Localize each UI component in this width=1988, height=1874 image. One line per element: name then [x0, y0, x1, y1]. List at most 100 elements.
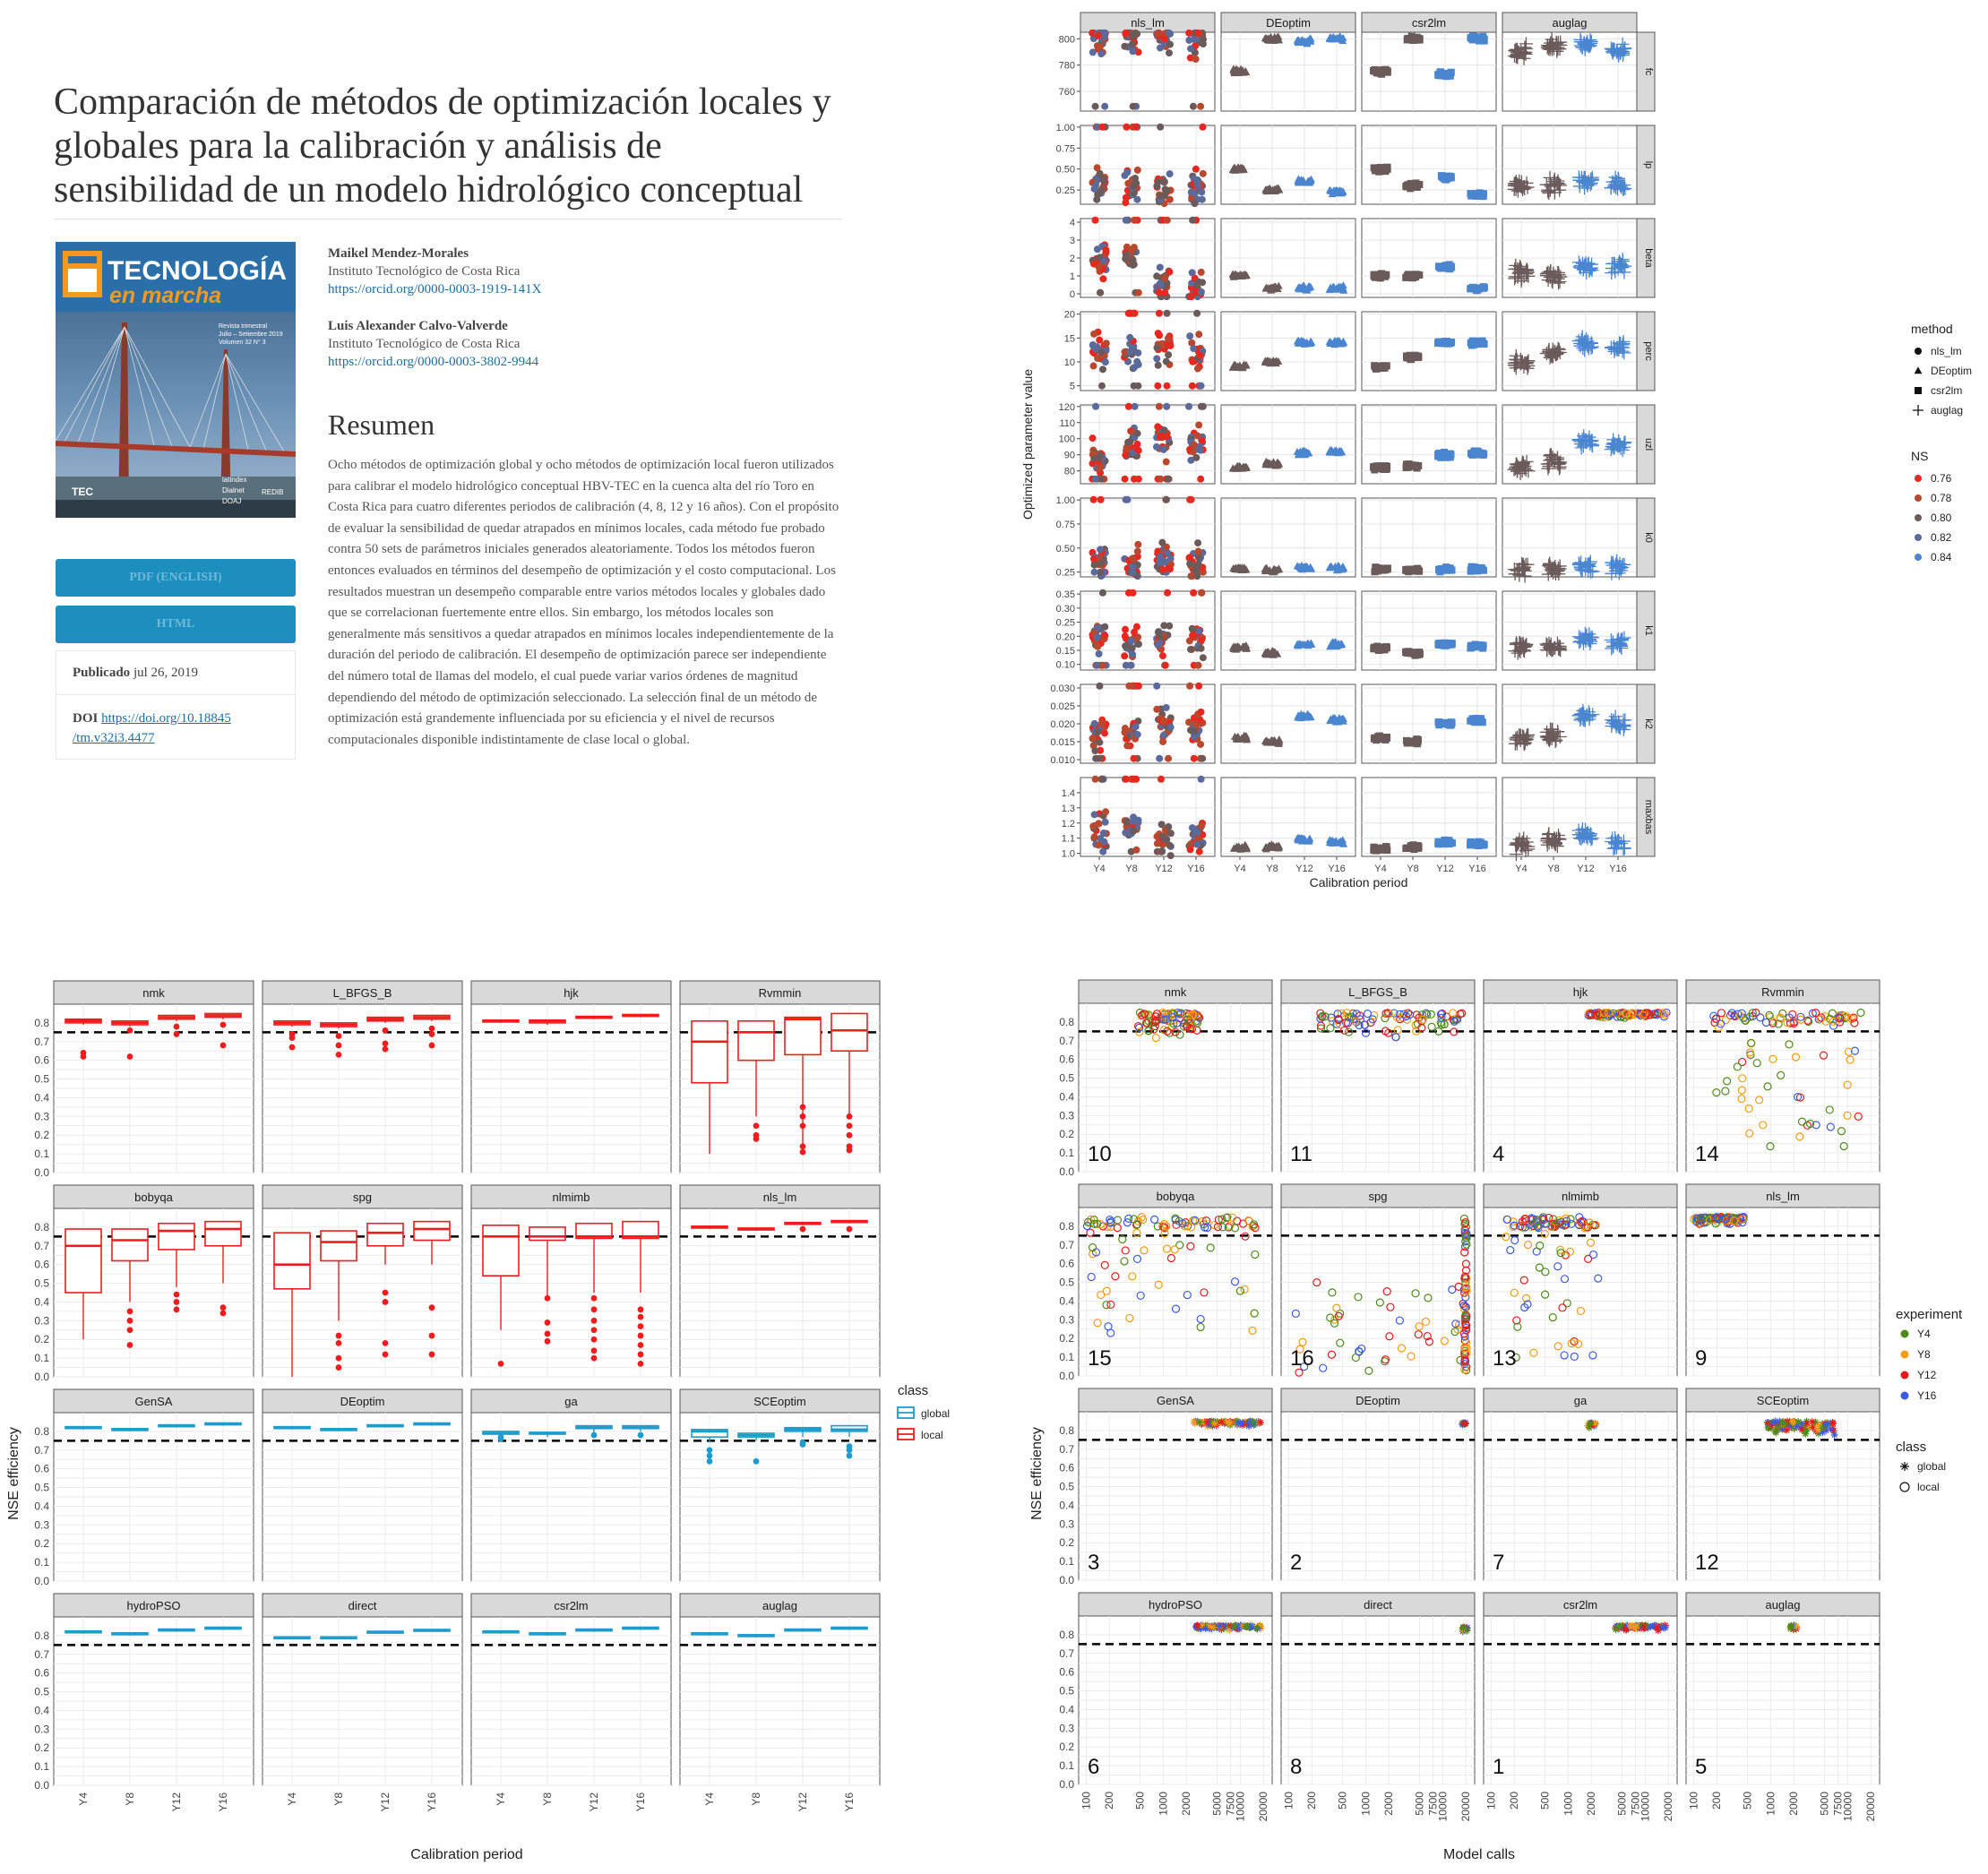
- data-point: [1196, 446, 1204, 454]
- data-point: [1272, 184, 1281, 192]
- panel-fc-csr2lm: [1361, 31, 1497, 112]
- doi-link[interactable]: https://doi.org/10.18845/tm.v32i3.4477: [73, 711, 231, 745]
- y-tick-label: 0.10: [1056, 660, 1075, 671]
- data-point: [1168, 1010, 1177, 1019]
- panel-strip: [53, 1593, 254, 1618]
- y-tick-label: 800: [1059, 34, 1075, 45]
- y-tick-label: 90: [1064, 451, 1075, 461]
- data-point: [1122, 625, 1130, 633]
- data-point: [1438, 72, 1446, 80]
- data-point: [1195, 627, 1203, 635]
- x-axis-title: Calibration period: [1310, 875, 1408, 890]
- data-point: [1097, 186, 1106, 194]
- column-csr2lm-strip-label: csr2lm: [1412, 16, 1446, 30]
- y-tick-label: 0.4: [34, 1295, 49, 1308]
- data-point: [1194, 278, 1202, 286]
- outlier: [846, 1143, 853, 1150]
- x-tick-label: Y12: [796, 1792, 809, 1812]
- data-point: [1618, 435, 1632, 450]
- data-point: [1156, 279, 1164, 288]
- outlier: [428, 1304, 435, 1311]
- data-point: [1163, 216, 1171, 224]
- html-button[interactable]: HTML: [56, 606, 296, 643]
- data-point: [1273, 649, 1282, 658]
- data-point: [1448, 339, 1456, 347]
- pdf-english-button[interactable]: PDF (ENGLISH): [56, 559, 296, 597]
- data-point: [1477, 716, 1485, 724]
- outlier: [637, 1306, 644, 1313]
- data-point: [1228, 464, 1237, 472]
- data-point: [1382, 362, 1390, 370]
- panel-beta-csr2lm: [1361, 218, 1497, 298]
- panel-strip: [262, 1388, 463, 1414]
- y-tick-label: 1.2: [1062, 819, 1075, 830]
- panel-strip-label: bobyqa: [134, 1191, 173, 1204]
- data-point: [1190, 754, 1198, 762]
- data-point: [1442, 339, 1450, 347]
- data-point: [1230, 844, 1239, 852]
- data-point: [1192, 453, 1201, 461]
- data-point: [1133, 429, 1141, 437]
- panel-strip-label: nls_lm: [763, 1191, 797, 1204]
- data-point: [1089, 495, 1097, 503]
- data-point: [1161, 558, 1169, 566]
- data-point: [1158, 652, 1166, 660]
- data-point: [1377, 735, 1385, 744]
- panel-strip-label: nmk: [1165, 985, 1187, 999]
- y-tick-label: 0.50: [1056, 165, 1075, 176]
- data-point: [1374, 645, 1382, 653]
- panel-L_BFGS_B: L_BFGS_B: [262, 980, 463, 1173]
- data-point: [1197, 775, 1205, 783]
- data-point: [1194, 182, 1202, 190]
- data-point: [1585, 438, 1599, 452]
- data-point: [1155, 288, 1163, 297]
- data-point: [1153, 443, 1161, 451]
- figure-nse-model-calls: nmk 10 0.0 0.1 0.2 0.3 0.4 0.5 0.6 0.7 0.8 L_BFGS_B…: [1021, 972, 1988, 1874]
- data-point: [1411, 461, 1419, 469]
- data-point: [1099, 830, 1107, 838]
- data-point: [1379, 167, 1387, 175]
- data-point: [1089, 554, 1097, 563]
- data-point: [1193, 432, 1201, 440]
- author-orcid-link[interactable]: https://orcid.org/0000-0003-1919-141X: [328, 282, 542, 297]
- author-affiliation: Instituto Tecnológico de Costa Rica: [328, 337, 521, 351]
- data-point: [1190, 589, 1198, 597]
- panel-L_BFGS_B: L_BFGS_B11: [1280, 979, 1476, 1173]
- author-orcid-link[interactable]: https://orcid.org/0000-0003-3802-9944: [328, 355, 539, 369]
- data-point: [1188, 339, 1196, 347]
- data-point: [1192, 720, 1201, 728]
- data-point: [1123, 168, 1132, 176]
- outlier: [590, 1327, 598, 1334]
- data-point: [1551, 725, 1565, 739]
- pubbox-divider: [56, 694, 295, 695]
- legend-method-label: DEoptim: [1931, 365, 1972, 377]
- data-point: [1122, 451, 1130, 460]
- panel-background: [1220, 311, 1356, 391]
- data-point: [1612, 837, 1626, 851]
- data-point: [1414, 35, 1422, 43]
- data-point: [1134, 48, 1142, 56]
- data-point: [1098, 719, 1106, 727]
- y-tick-label: 0.025: [1050, 701, 1075, 712]
- journal-cover[interactable]: TECNOLOGÍA en marcha Revista trimestral …: [56, 242, 296, 518]
- data-point: [1440, 565, 1448, 573]
- outlier: [219, 1310, 227, 1317]
- data-point: [1172, 1019, 1182, 1027]
- data-point: [1194, 539, 1202, 547]
- row-strip: [1636, 590, 1656, 671]
- data-point: [1129, 554, 1137, 563]
- data-point: [1405, 463, 1413, 471]
- x-tick-label: Y12: [170, 1792, 183, 1812]
- data-point: [1298, 446, 1307, 454]
- data-point: [1132, 623, 1140, 631]
- data-point: [1093, 195, 1101, 203]
- data-point: [1550, 176, 1564, 190]
- box: [575, 1222, 613, 1240]
- legend-method-label: nls_lm: [1931, 345, 1962, 357]
- data-point: [1445, 840, 1453, 848]
- panel-strip: [470, 1184, 672, 1209]
- legend-ns-title: NS: [1911, 449, 1928, 463]
- data-point: [1094, 31, 1102, 39]
- x-tick-label: Y8: [332, 1792, 345, 1806]
- y-tick-label: 0.75: [1056, 143, 1075, 154]
